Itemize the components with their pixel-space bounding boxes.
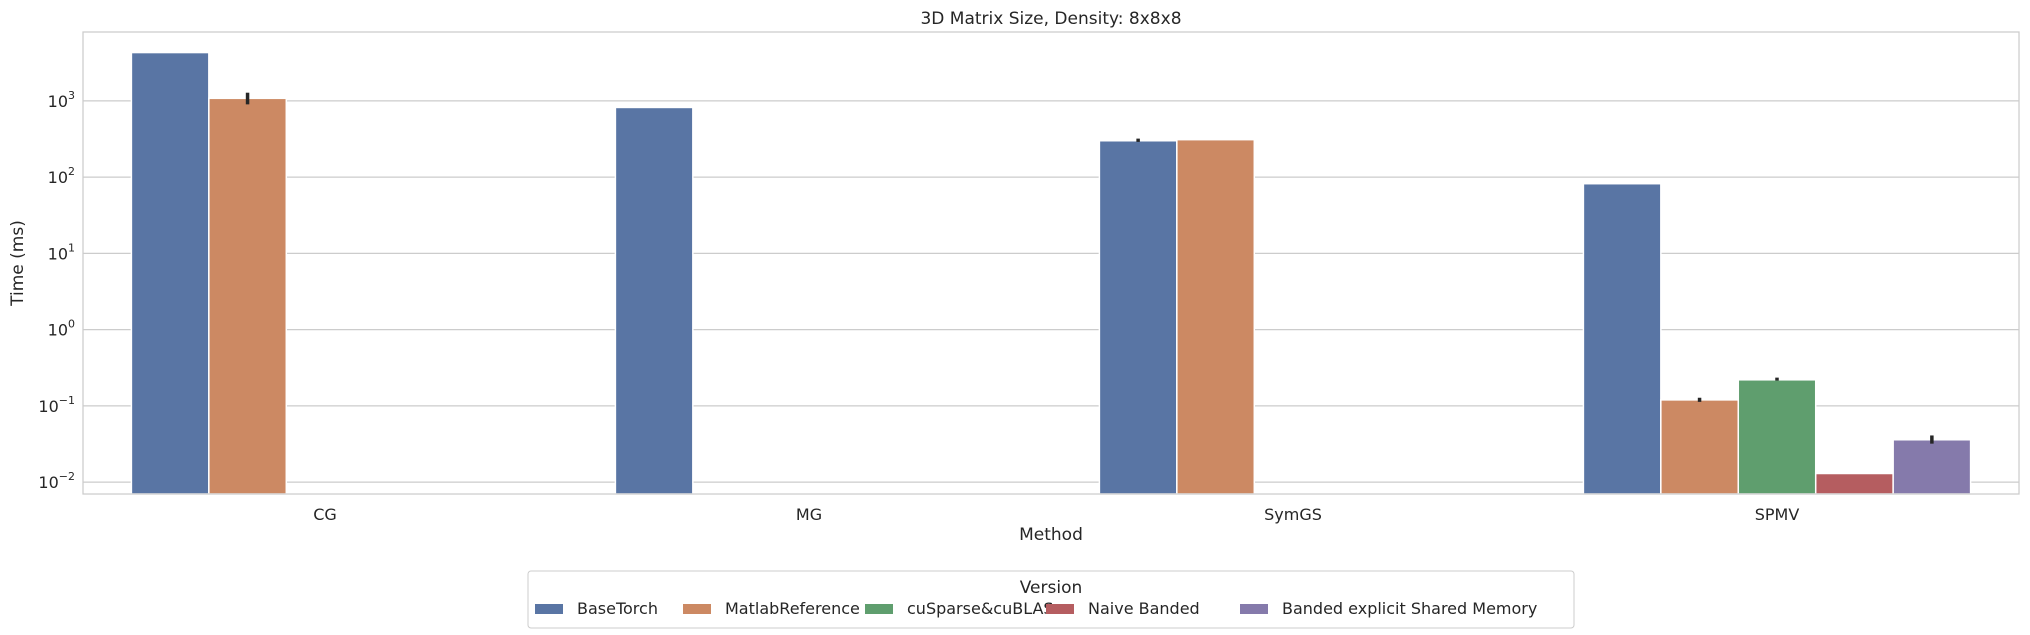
x-tick-label: MG: [796, 505, 822, 524]
bar-basetorch-symgs: [1098, 139, 1178, 495]
bar-cusparse-cublas-spmv: [1737, 379, 1817, 495]
legend-items: BaseTorch MatlabReference cuSparse&cuBLAS N…: [535, 599, 1537, 618]
y-tick-label: 101: [48, 241, 75, 263]
bar-matlabreference-spmv: [1660, 399, 1740, 495]
legend-box: [527, 570, 1575, 629]
y-tick-label: 103: [48, 89, 75, 111]
x-axis-label: Method: [1019, 525, 1083, 545]
legend-label: Naive Banded: [1088, 599, 1200, 618]
bar-basetorch-spmv: [1582, 182, 1662, 495]
y-tick-label: 102: [48, 165, 75, 187]
bar-matlabreference-symgs: [1176, 138, 1256, 495]
bars: [130, 51, 1972, 495]
y-tick-label: 100: [48, 318, 75, 340]
legend-label: BaseTorch: [577, 599, 658, 618]
y-tick-label: 10−1: [38, 394, 75, 416]
legend-title: Version: [1020, 578, 1083, 598]
axes-frame: [82, 31, 2020, 495]
bar-basetorch-cg: [130, 51, 210, 495]
x-tick-label: SPMV: [1755, 505, 1800, 524]
y-tick-label: 10−2: [38, 470, 75, 492]
chart-title: 3D Matrix Size, Density: 8x8x8: [920, 9, 1181, 29]
y-axis-label: Time (ms): [8, 220, 28, 307]
x-tick-label: CG: [313, 505, 337, 524]
bar-matlabreference-cg: [208, 97, 288, 495]
x-tick-label: SymGS: [1264, 505, 1322, 524]
legend-swatch: [865, 604, 893, 614]
legend: Version BaseTorch MatlabReference cuSparse…: [527, 570, 1575, 629]
bar-basetorch-mg: [614, 106, 694, 495]
x-axis-ticks: CG MG SymGS SPMV: [313, 505, 1799, 524]
bar-banded-explicit-shared-memory-spmv: [1892, 439, 1972, 495]
legend-swatch: [1046, 604, 1074, 614]
legend-label: MatlabReference: [725, 599, 860, 618]
error-bars: [245, 92, 1934, 444]
y-axis-ticks: 10−2 10−1 100 101 102 103: [38, 89, 75, 492]
legend-swatch: [683, 604, 711, 614]
legend-label: Banded explicit Shared Memory: [1282, 599, 1537, 618]
legend-swatch: [1240, 604, 1268, 614]
legend-swatch: [535, 604, 563, 614]
legend-label: cuSparse&cuBLAS: [907, 599, 1054, 618]
bar-naive-banded-spmv: [1814, 472, 1894, 495]
